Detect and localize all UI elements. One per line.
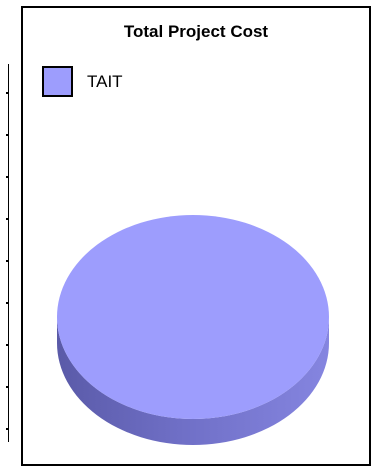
edge-tick	[6, 218, 8, 220]
edge-tick	[6, 260, 8, 262]
chart-title: Total Project Cost	[123, 22, 269, 41]
chart-container: Total Project Cost TAIT	[21, 6, 371, 466]
edge-tick	[6, 344, 8, 346]
edge-tick	[6, 386, 8, 388]
pie-slice-side-tait	[57, 317, 329, 445]
pie-chart	[57, 215, 329, 445]
edge-tick	[6, 428, 8, 430]
chart-legend: TAIT	[42, 66, 123, 97]
edge-tick	[6, 176, 8, 178]
pie-slice-tait	[57, 215, 329, 419]
edge-tick	[6, 302, 8, 304]
left-panel-edge	[0, 64, 9, 442]
legend-label-tait: TAIT	[87, 71, 123, 91]
edge-tick	[6, 92, 8, 94]
edge-tick	[6, 134, 8, 136]
legend-swatch-tait	[42, 66, 73, 97]
